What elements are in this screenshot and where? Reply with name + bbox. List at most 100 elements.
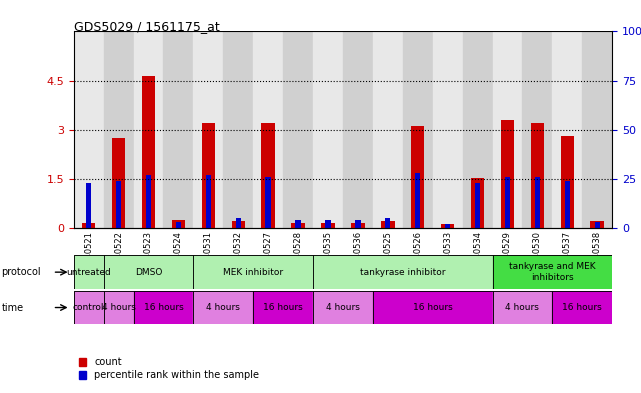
Bar bbox=[313, 255, 492, 289]
Bar bbox=[194, 255, 313, 289]
Bar bbox=[194, 255, 313, 289]
Text: protocol: protocol bbox=[1, 267, 41, 277]
Text: tankyrase and MEK
inhibitors: tankyrase and MEK inhibitors bbox=[509, 263, 595, 282]
Bar bbox=[535, 177, 540, 228]
Bar bbox=[351, 223, 365, 228]
Bar bbox=[343, 31, 373, 228]
Text: 4 hours: 4 hours bbox=[206, 303, 240, 312]
Bar bbox=[492, 31, 522, 228]
Bar bbox=[355, 220, 361, 228]
Bar bbox=[163, 31, 194, 228]
Bar bbox=[104, 255, 194, 289]
Bar bbox=[201, 123, 215, 228]
Bar bbox=[104, 31, 133, 228]
Bar bbox=[104, 255, 194, 289]
Bar bbox=[223, 31, 253, 228]
Bar bbox=[206, 175, 211, 228]
Bar bbox=[194, 291, 253, 324]
Text: 16 hours: 16 hours bbox=[562, 303, 602, 312]
Bar bbox=[133, 31, 163, 228]
Bar bbox=[262, 123, 275, 228]
Legend: count, percentile rank within the sample: count, percentile rank within the sample bbox=[79, 357, 259, 380]
Text: time: time bbox=[1, 303, 24, 312]
Bar bbox=[235, 218, 241, 228]
Bar bbox=[492, 291, 553, 324]
Bar bbox=[146, 175, 151, 228]
Bar bbox=[74, 291, 104, 324]
Bar bbox=[74, 31, 104, 228]
Bar bbox=[560, 136, 574, 228]
Bar bbox=[582, 31, 612, 228]
Bar bbox=[313, 291, 373, 324]
Bar bbox=[522, 31, 553, 228]
Text: control: control bbox=[73, 303, 104, 312]
Text: DMSO: DMSO bbox=[135, 268, 162, 277]
Bar bbox=[172, 220, 185, 228]
Text: MEK inhibitor: MEK inhibitor bbox=[223, 268, 283, 277]
Text: GDS5029 / 1561175_at: GDS5029 / 1561175_at bbox=[74, 20, 219, 33]
Bar bbox=[74, 291, 104, 324]
Bar bbox=[194, 31, 223, 228]
Bar bbox=[313, 291, 373, 324]
Bar bbox=[492, 255, 612, 289]
Bar bbox=[433, 31, 463, 228]
Bar bbox=[116, 181, 121, 228]
Bar bbox=[504, 177, 510, 228]
Bar bbox=[463, 31, 492, 228]
Text: tankyrase inhibitor: tankyrase inhibitor bbox=[360, 268, 445, 277]
Bar bbox=[82, 223, 96, 228]
Bar bbox=[531, 123, 544, 228]
Bar bbox=[253, 291, 313, 324]
Bar bbox=[441, 224, 454, 228]
Bar bbox=[283, 31, 313, 228]
Bar bbox=[373, 291, 492, 324]
Bar bbox=[381, 221, 394, 228]
Bar bbox=[291, 223, 305, 228]
Bar bbox=[373, 31, 403, 228]
Bar bbox=[112, 138, 126, 228]
Bar bbox=[104, 291, 133, 324]
Bar bbox=[176, 222, 181, 228]
Bar bbox=[590, 221, 604, 228]
Text: 16 hours: 16 hours bbox=[144, 303, 183, 312]
Bar bbox=[142, 75, 155, 228]
Text: untreated: untreated bbox=[66, 268, 111, 277]
Bar bbox=[492, 255, 612, 289]
Bar bbox=[475, 183, 480, 228]
Bar bbox=[321, 223, 335, 228]
Bar bbox=[74, 255, 104, 289]
Bar bbox=[553, 291, 612, 324]
Bar bbox=[253, 291, 313, 324]
Bar bbox=[194, 291, 253, 324]
Bar bbox=[411, 127, 424, 228]
Text: 4 hours: 4 hours bbox=[102, 303, 135, 312]
Bar bbox=[231, 221, 245, 228]
Text: 16 hours: 16 hours bbox=[413, 303, 453, 312]
Bar bbox=[492, 291, 553, 324]
Bar bbox=[325, 220, 331, 228]
Bar bbox=[373, 291, 492, 324]
Text: 4 hours: 4 hours bbox=[326, 303, 360, 312]
Bar bbox=[86, 183, 92, 228]
Bar bbox=[403, 31, 433, 228]
Bar bbox=[553, 291, 612, 324]
Bar bbox=[253, 31, 283, 228]
Text: 16 hours: 16 hours bbox=[263, 303, 303, 312]
Bar bbox=[594, 222, 600, 228]
Bar bbox=[445, 224, 451, 228]
Bar bbox=[470, 178, 484, 228]
Bar bbox=[565, 181, 570, 228]
Bar bbox=[313, 255, 492, 289]
Bar bbox=[313, 31, 343, 228]
Bar bbox=[74, 255, 104, 289]
Bar bbox=[104, 291, 133, 324]
Bar bbox=[415, 173, 420, 228]
Bar bbox=[265, 177, 271, 228]
Text: 4 hours: 4 hours bbox=[506, 303, 539, 312]
Bar bbox=[501, 120, 514, 228]
Bar bbox=[133, 291, 194, 324]
Bar bbox=[385, 218, 390, 228]
Bar bbox=[133, 291, 194, 324]
Bar bbox=[553, 31, 582, 228]
Bar bbox=[296, 220, 301, 228]
